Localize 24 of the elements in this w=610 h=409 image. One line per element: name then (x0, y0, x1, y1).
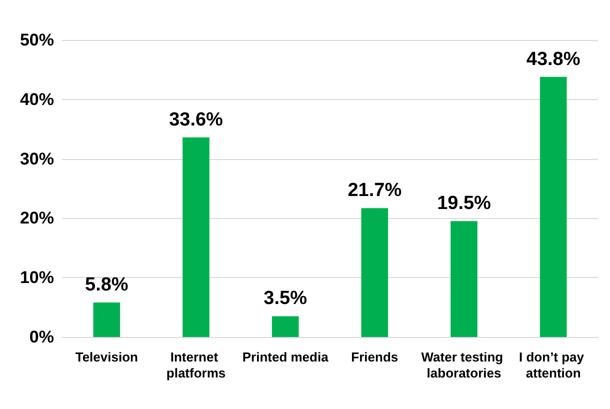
x-tick-label: Television (75, 350, 138, 364)
y-tick-label: 50% (20, 30, 54, 50)
data-label: 5.8% (85, 274, 128, 296)
y-tick-label: 30% (20, 149, 54, 168)
data-label: 21.7% (348, 180, 402, 202)
x-tick-label: Internet platforms (166, 350, 226, 380)
x-tick-label: Friends (351, 350, 398, 364)
y-tick-label: 10% (20, 268, 54, 288)
x-tick-label: Water testing laboratories (421, 350, 507, 380)
y-tick-label: 20% (20, 208, 54, 228)
data-label: 19.5% (437, 193, 492, 214)
data-label: 3.5% (264, 288, 308, 310)
data-label: 33.6% (169, 109, 224, 130)
bar (182, 137, 210, 337)
bar (361, 208, 388, 337)
x-tick-label: I don’t pay attention (519, 350, 588, 380)
bar (93, 302, 120, 337)
y-tick-label: 40% (20, 90, 54, 109)
bar (540, 76, 567, 337)
bar (272, 316, 299, 337)
bar (450, 221, 478, 337)
x-tick-label: Printed media (242, 350, 330, 364)
data-label: 43.8% (526, 48, 580, 70)
y-tick-label: 0% (29, 328, 54, 346)
